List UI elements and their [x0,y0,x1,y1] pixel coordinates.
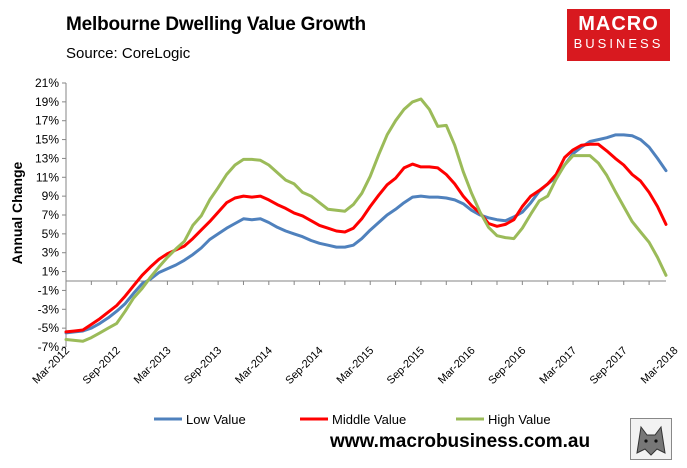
series-line-high-value [64,97,668,343]
chart-source: Source: CoreLogic [66,45,191,62]
legend-label: Low Value [186,412,246,427]
logo-line-1: MACRO [578,13,659,35]
y-tick-label: 15% [35,133,59,147]
y-tick-label: 1% [42,265,60,279]
y-tick-label: 11% [36,170,59,184]
x-tick-label: Sep-2014 [283,345,325,387]
y-tick-label: 21% [35,76,59,90]
legend-label: High Value [488,412,551,427]
y-tick-label: -3% [38,302,60,316]
x-tick-label: Mar-2014 [233,345,275,387]
macrobusiness-logo[interactable]: MACRO BUSINESS [567,9,670,61]
logo-line-2: BUSINESS [573,36,664,51]
x-tick-label: Mar-2016 [436,345,478,387]
y-tick-label: 3% [42,246,60,260]
x-tick-label: Mar-2015 [335,345,377,387]
x-tick-label: Mar-2013 [132,345,174,387]
footer-url[interactable]: www.macrobusiness.com.au [330,431,591,452]
y-tick-label: 13% [35,151,59,165]
y-tick-label: 19% [35,95,59,109]
legend-label: Middle Value [332,412,406,427]
series-line-middle-value [64,142,668,334]
y-tick-label: 5% [42,227,60,241]
y-tick-label: -7% [38,340,60,354]
x-tick-label: Sep-2015 [385,345,427,387]
x-tick-label: Sep-2013 [182,345,224,387]
y-tick-label: 17% [35,114,59,128]
x-tick-label: Mar-2018 [639,345,681,387]
series-line-low-value [64,133,668,335]
y-tick-label: -5% [38,321,60,335]
x-tick-label: Sep-2017 [588,345,630,387]
y-tick-label: 7% [42,208,60,222]
y-tick-label: -1% [38,283,60,297]
y-axis-title: Annual Change [9,161,25,264]
x-tick-label: Sep-2012 [81,345,123,387]
chart-title: Melbourne Dwelling Value Growth [66,14,366,35]
y-tick-label: 9% [42,189,60,203]
x-tick-label: Mar-2017 [537,345,579,387]
x-tick-label: Sep-2016 [486,345,528,387]
wolf-logo-icon [630,418,672,460]
